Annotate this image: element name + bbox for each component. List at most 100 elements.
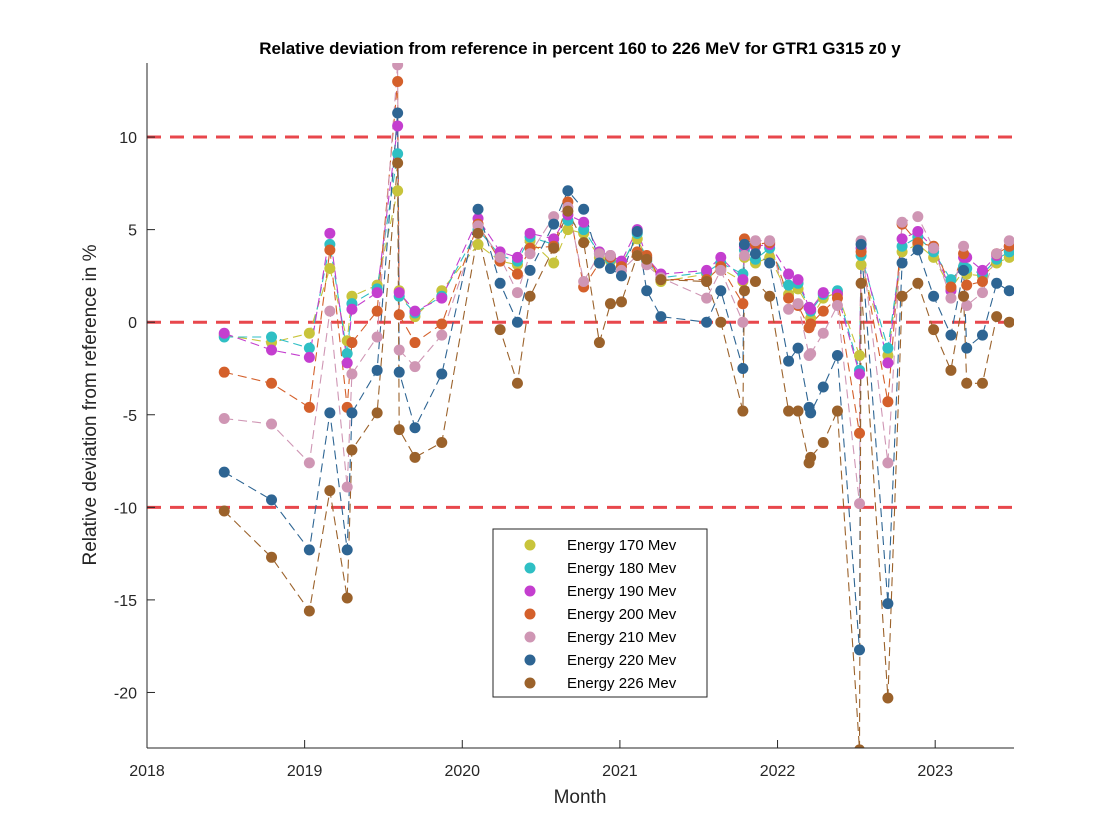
legend-label-3: Energy 200 Mev xyxy=(567,606,677,623)
data-point-s6-4 xyxy=(341,592,353,604)
legend-marker-3 xyxy=(524,608,536,620)
data-point-s5-5 xyxy=(346,407,358,419)
y-tick-label--20: -20 xyxy=(114,685,137,702)
data-point-s2-3 xyxy=(324,227,336,239)
data-point-s5-46 xyxy=(991,277,1003,289)
data-point-s2-45 xyxy=(976,264,988,276)
data-point-s4-34 xyxy=(817,327,829,339)
data-point-s4-12 xyxy=(494,251,506,263)
data-point-s4-47 xyxy=(1003,235,1014,247)
y-tick-label--10: -10 xyxy=(114,500,137,517)
y-tick-label--5: -5 xyxy=(123,408,137,425)
data-point-s4-28 xyxy=(749,235,761,247)
data-point-s6-3 xyxy=(324,485,336,497)
data-point-s5-27 xyxy=(738,238,750,250)
data-point-s3-0 xyxy=(218,366,230,378)
data-point-s4-19 xyxy=(604,250,616,262)
data-point-s5-24 xyxy=(701,316,713,328)
data-point-s4-5 xyxy=(346,368,358,380)
x-tick-label-2021: 2021 xyxy=(602,763,638,780)
data-point-s6-41 xyxy=(928,324,940,336)
data-point-s4-0 xyxy=(218,412,230,424)
data-point-s5-34 xyxy=(817,381,829,393)
data-point-s3-6 xyxy=(371,305,383,317)
x-axis-label: Month xyxy=(554,787,607,808)
data-point-s0-37 xyxy=(855,259,867,271)
data-point-s3-44 xyxy=(961,279,973,291)
data-point-s6-10 xyxy=(436,437,448,449)
data-point-s1-38 xyxy=(882,342,894,354)
x-tick-label-2022: 2022 xyxy=(760,763,796,780)
data-point-s4-39 xyxy=(896,216,908,228)
data-point-s1-30 xyxy=(783,279,795,291)
legend-marker-5 xyxy=(524,654,536,666)
data-point-s5-19 xyxy=(604,263,616,274)
data-point-s6-25 xyxy=(715,316,727,328)
y-axis-label: Relative deviation from reference in % xyxy=(80,244,101,565)
data-point-s2-4 xyxy=(341,357,353,369)
data-point-s2-2 xyxy=(303,351,315,363)
series-line-6 xyxy=(223,162,1010,748)
data-point-s4-3 xyxy=(324,305,336,317)
data-point-s3-5 xyxy=(346,337,358,349)
data-point-s4-24 xyxy=(701,292,713,304)
y-tick-label-10: 10 xyxy=(119,130,137,147)
data-point-s5-37 xyxy=(855,238,867,250)
data-point-s2-33 xyxy=(805,303,817,315)
data-point-s5-42 xyxy=(945,329,957,341)
data-point-s6-9 xyxy=(409,451,421,463)
data-point-s6-22 xyxy=(641,253,653,265)
data-point-s3-9 xyxy=(409,337,421,349)
y-tick-label-0: 0 xyxy=(128,315,137,332)
y-tick-label--15: -15 xyxy=(114,593,137,610)
data-point-s4-10 xyxy=(436,329,448,341)
data-point-s2-31 xyxy=(792,274,804,286)
data-point-s4-8 xyxy=(393,344,405,356)
data-point-s6-27 xyxy=(738,285,750,297)
data-point-s5-29 xyxy=(764,257,776,269)
x-tick-label-2020: 2020 xyxy=(444,763,480,780)
data-point-s4-40 xyxy=(912,211,924,223)
data-point-s5-38 xyxy=(882,598,894,610)
data-point-s6-45 xyxy=(976,377,988,389)
data-point-s6-38 xyxy=(882,692,894,704)
data-point-s5-18 xyxy=(593,257,605,269)
data-point-s4-18 xyxy=(593,248,605,260)
data-point-s5-35 xyxy=(831,350,843,362)
legend-label-6: Energy 226 Mev xyxy=(567,675,677,692)
data-point-s5-16 xyxy=(562,185,574,197)
data-point-s2-7 xyxy=(392,120,404,132)
data-point-s3-36 xyxy=(854,427,866,439)
data-point-s6-5 xyxy=(346,444,358,456)
data-point-s5-10 xyxy=(436,368,448,380)
data-point-s5-33 xyxy=(805,407,817,419)
data-point-s5-20 xyxy=(615,270,627,282)
data-point-s6-24 xyxy=(701,275,713,287)
data-point-s2-8 xyxy=(393,287,405,299)
data-point-s6-33 xyxy=(805,451,817,463)
data-point-s0-36 xyxy=(854,350,866,362)
legend-marker-6 xyxy=(524,677,536,689)
legend-label-0: Energy 170 Mev xyxy=(567,537,677,554)
data-point-s5-47 xyxy=(1003,285,1014,297)
data-point-s5-40 xyxy=(912,244,924,256)
data-point-s4-13 xyxy=(511,287,523,299)
data-point-s4-38 xyxy=(882,457,894,469)
data-point-s6-46 xyxy=(991,311,1003,323)
data-point-s5-26 xyxy=(737,362,749,374)
data-point-s6-28 xyxy=(749,275,761,287)
data-point-s1-2 xyxy=(303,342,315,354)
data-point-s3-10 xyxy=(436,318,448,330)
data-point-s5-2 xyxy=(303,544,315,556)
data-point-s4-14 xyxy=(524,248,536,260)
data-point-s5-22 xyxy=(641,285,653,297)
data-point-s6-43 xyxy=(958,290,970,302)
data-point-s1-4 xyxy=(341,348,353,360)
data-point-s3-2 xyxy=(303,401,315,413)
data-point-s5-25 xyxy=(715,285,727,297)
data-point-s5-44 xyxy=(961,342,973,354)
data-point-s3-30 xyxy=(783,292,795,304)
data-point-s5-28 xyxy=(749,248,761,260)
data-point-s4-29 xyxy=(764,235,776,247)
